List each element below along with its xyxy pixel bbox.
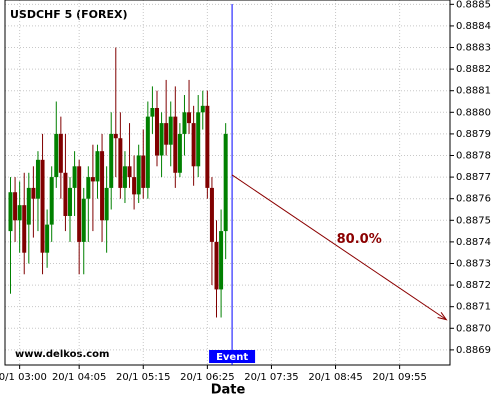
candle-body [191,123,196,167]
x-tick-label: 20/1 04:05 [52,372,106,383]
y-tick-label: 0.8880 [456,107,491,118]
x-tick-label: 20/1 03:00 [0,372,47,383]
candle-body [205,105,210,188]
candle-body [118,138,123,188]
candle-body [173,116,178,173]
y-tick-label: 0.8885 [456,0,491,10]
candle-body [35,159,40,199]
candle-body [109,133,114,188]
y-tick-label: 0.8873 [456,258,491,269]
event-label: Event [216,352,248,363]
y-tick-label: 0.8869 [456,345,491,356]
plot-frame [4,0,451,366]
candle-body [68,187,73,216]
candle-body [122,166,127,188]
candle-body [49,177,54,225]
candle-body [45,224,50,253]
y-tick-label: 0.8878 [456,151,491,162]
y-tick-label: 0.8875 [456,215,491,226]
candle-body [72,166,77,188]
chart-title: USDCHF 5 (FOREX) [10,8,127,21]
candle-body [127,166,132,178]
candle-body [86,177,91,199]
watermark: www.delkos.com [15,349,109,360]
y-tick-label: 0.8884 [456,21,491,32]
candle-body [214,241,219,290]
candle-body [164,123,169,145]
candle-body [219,231,224,290]
x-axis-label: Date [211,383,246,398]
projection-arrow [231,174,447,321]
event-label-box [209,350,256,363]
arrow-head [437,312,448,321]
candle-body [8,192,13,232]
candle-body [159,123,164,156]
candle-body [17,205,22,221]
candle-body [132,177,137,195]
candle-body [54,133,59,178]
candle-body [77,166,82,242]
candle-body [136,155,141,195]
candle-body [22,205,27,253]
candle-body [177,133,182,173]
x-tick-label: 20/1 09:55 [372,372,426,383]
y-tick-label: 0.8881 [456,86,491,97]
candle-body [40,159,45,253]
candle-body [150,107,155,117]
candle-body [113,133,118,139]
candle-body [81,198,86,242]
x-tick-label: 20/1 06:25 [180,372,234,383]
y-tick-label: 0.8877 [456,172,491,183]
candle-body [187,112,192,124]
candle-body [31,187,36,199]
y-tick-label: 0.8874 [456,237,491,248]
candle-body [90,177,95,182]
x-tick-label: 20/1 08:45 [308,372,362,383]
candle-body [145,116,150,188]
y-tick-label: 0.8882 [456,64,491,75]
x-tick-label: 20/1 07:35 [244,372,298,383]
candle-body [154,107,159,156]
candle-body [182,112,187,134]
candle-body [95,151,100,182]
candle-body [100,151,105,221]
y-tick-label: 0.8872 [456,280,491,291]
x-tick-label: 20/1 05:15 [116,372,170,383]
candle-body [209,187,214,242]
y-tick-label: 0.8871 [456,302,491,313]
candle-body [58,133,63,173]
candle-body [141,155,146,188]
candle-body [63,172,68,216]
y-tick-label: 0.8876 [456,194,491,205]
candle-body [13,192,18,221]
candle-body [200,105,205,113]
y-tick-label: 0.8879 [456,129,491,140]
candle-body [223,133,228,232]
candle-body [168,116,173,145]
candle-body [26,187,31,225]
y-tick-label: 0.8883 [456,43,491,54]
y-tick-label: 0.8870 [456,323,491,334]
candle-body [196,112,201,167]
projection-label: 80.0% [337,232,382,247]
candle-body [104,187,109,221]
